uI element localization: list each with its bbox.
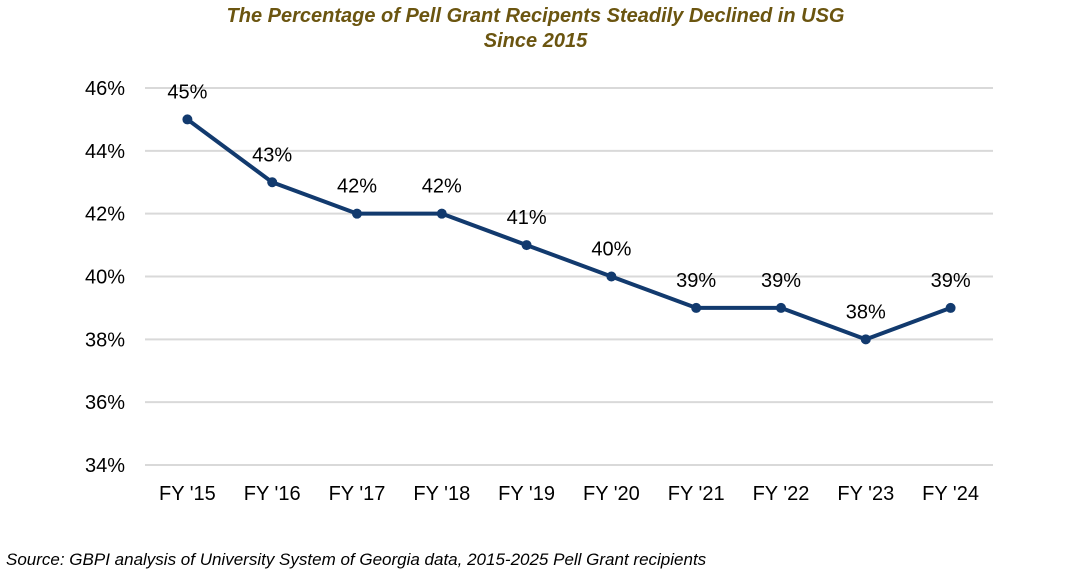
data-point xyxy=(267,177,278,188)
chart-title: The Percentage of Pell Grant Recipents S… xyxy=(0,4,1071,54)
data-label: 38% xyxy=(846,301,886,323)
x-tick-label: FY '16 xyxy=(244,483,301,505)
data-label: 43% xyxy=(252,144,292,166)
data-points xyxy=(182,114,956,345)
x-tick-label: FY '18 xyxy=(413,483,470,505)
x-tick-label: FY '24 xyxy=(922,483,979,505)
data-label: 39% xyxy=(761,270,801,292)
gridlines xyxy=(145,87,993,466)
data-point xyxy=(860,334,871,345)
data-label: 42% xyxy=(422,176,462,198)
data-label: 39% xyxy=(931,270,971,292)
data-point xyxy=(436,208,447,219)
x-tick-label: FY '17 xyxy=(329,483,386,505)
data-label: 40% xyxy=(591,239,631,261)
x-tick-label: FY '22 xyxy=(753,483,810,505)
chart-title-line1: The Percentage of Pell Grant Recipents S… xyxy=(226,5,845,27)
y-tick-label: 40% xyxy=(85,267,125,289)
y-axis-labels: 34% 36% 38% 40% 42% 44% 46% xyxy=(85,78,125,477)
y-tick-label: 36% xyxy=(85,392,125,414)
series-line-path xyxy=(186,117,952,342)
y-tick-label: 42% xyxy=(85,204,125,226)
x-tick-label: FY '21 xyxy=(668,483,725,505)
x-tick-label: FY '15 xyxy=(159,483,216,505)
data-point xyxy=(776,302,786,313)
data-label: 42% xyxy=(337,176,377,198)
chart-title-line2: Since 2015 xyxy=(483,30,588,52)
x-tick-label: FY '23 xyxy=(837,483,894,505)
data-label: 45% xyxy=(167,81,207,103)
x-tick-label: FY '20 xyxy=(583,483,640,505)
x-axis-labels: FY '15 FY '16 FY '17 FY '18 FY '19 FY '20 FY '… xyxy=(159,483,979,505)
data-point xyxy=(521,240,532,251)
y-tick-label: 46% xyxy=(85,78,125,100)
data-point xyxy=(182,114,193,125)
y-tick-label: 44% xyxy=(85,141,125,163)
series-line xyxy=(186,117,952,342)
data-label: 41% xyxy=(507,207,547,229)
data-labels: 45% 43% 42% 42% 41% 40% 39% 39% 38% 39% xyxy=(167,81,970,323)
source-note: Source: GBPI analysis of University Syst… xyxy=(6,550,707,569)
data-point xyxy=(691,302,702,313)
y-tick-label: 34% xyxy=(85,455,125,477)
data-point xyxy=(352,208,362,219)
data-point xyxy=(606,271,617,282)
data-label: 39% xyxy=(676,270,716,292)
y-tick-label: 38% xyxy=(85,329,125,351)
x-tick-label: FY '19 xyxy=(498,483,555,505)
data-point xyxy=(945,302,956,313)
